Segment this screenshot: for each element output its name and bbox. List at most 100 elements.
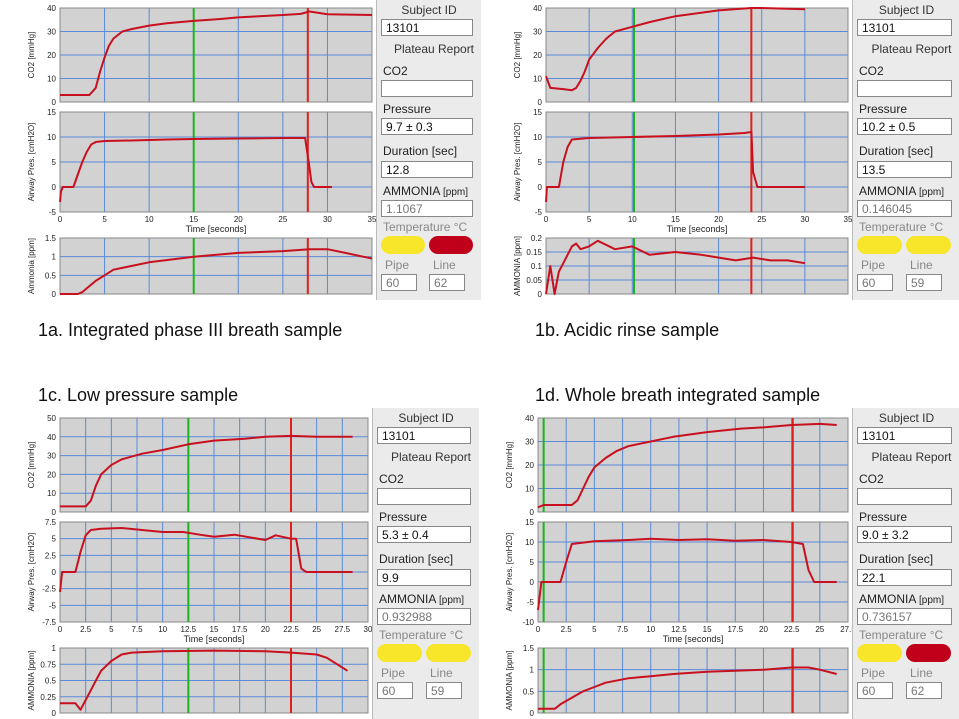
1b-pres-ytick-label: 0 (538, 183, 543, 192)
1c-pres-xtick-label: 5 (109, 625, 114, 634)
line-temp-indicator (906, 236, 951, 254)
1a-pres-frame (59, 111, 373, 213)
subject-id-label: Subject ID (398, 411, 454, 425)
1a-co2-frame (59, 7, 373, 103)
1a-pres-xtick-label: 35 (368, 215, 376, 224)
1a-pres-xtick-label: 5 (102, 215, 107, 224)
subject-id-field[interactable]: 13101 (857, 427, 952, 444)
1b-pres-ytick-label: 15 (533, 108, 542, 117)
1d-pres-xlabel: Time [seconds] (663, 634, 724, 644)
co2-value (857, 80, 952, 97)
1d-pres-xtick-label: 17.5 (727, 625, 743, 634)
1d-pres-ytick-label: 15 (525, 518, 534, 527)
line-temp-value: 59 (426, 682, 462, 699)
1c-amm-frame (59, 647, 369, 714)
pipe-temp-value: 60 (377, 682, 413, 699)
1b-pres-xtick-label: 10 (628, 215, 637, 224)
line-temp-indicator (426, 644, 471, 662)
ammonia-unit: [ppm] (919, 595, 945, 606)
1a-co2-ytick-label: 30 (47, 28, 56, 37)
subject-id-field[interactable]: 13101 (381, 19, 473, 36)
1d-amm-frame (537, 647, 849, 714)
1d-pres-ytick-label: 10 (525, 538, 534, 547)
1a-pres-xtick-label: 15 (189, 215, 198, 224)
1d-pres-xtick-label: 15 (703, 625, 712, 634)
ammonia-label-row: AMMONIA [ppm] (379, 592, 464, 606)
pipe-temp-indicator (857, 644, 902, 662)
pipe-temp-indicator (857, 236, 902, 254)
1c-pres-frame (59, 521, 369, 623)
1c-pres-trace (59, 527, 353, 593)
duration-label: Duration [sec] (379, 552, 454, 566)
1b-amm-frame (545, 237, 849, 295)
1c-amm-ylabel: AMMONIA [ppm] (27, 650, 36, 710)
1a-pres-trace (59, 137, 332, 203)
panel-1c: 0 10 20 30 40 50 CO2 [mmHg] -7.5 -5 -2.5 0 2.5 5 7.5 A… (0, 408, 479, 719)
1d-pres-xtick-label: 5 (592, 625, 597, 634)
1d-pres-ytick-label: 5 (530, 558, 535, 567)
1a-co2-trace (60, 10, 373, 96)
co2-label: CO2 (859, 64, 884, 78)
ammonia-value: 0.146045 (857, 200, 952, 217)
1b-pres-xtick-label: 20 (714, 215, 723, 224)
pipe-label: Pipe (861, 666, 886, 680)
1c-pres-ytick-label: -5 (49, 601, 57, 610)
1a-pres-ytick-label: 10 (47, 133, 56, 142)
1b-pres-trace (545, 131, 805, 203)
1d-pres-plot-area (538, 522, 848, 622)
side-panel-1d: Subject ID 13101 Plateau Report CO2 Pressure… (852, 408, 959, 719)
1b-pres-ytick-label: -5 (535, 208, 543, 217)
duration-label: Duration [sec] (859, 144, 934, 158)
1a-pres-xlabel: Time [seconds] (186, 224, 247, 234)
side-panel-1c: Subject ID 13101 Plateau Report CO2 Pressure… (372, 408, 479, 719)
1b-amm-ytick-label: 0.1 (531, 262, 543, 271)
caption-1d: 1d. Whole breath integrated sample (535, 385, 821, 405)
1d-amm-ytick-label: 0 (530, 709, 535, 718)
caption-1a: 1a. Integrated phase III breath sample (38, 320, 343, 340)
1d-co2-trace (537, 422, 837, 509)
1c-pres-xtick-label: 15 (210, 625, 219, 634)
1d-pres-xtick-label: 7.5 (617, 625, 629, 634)
1d-pres-ytick-label: -10 (522, 618, 534, 627)
1c-amm-ytick-label: 1 (52, 644, 57, 653)
line-label: Line (430, 666, 453, 680)
pipe-temp-value: 60 (857, 682, 893, 699)
line-temp-indicator (906, 644, 951, 662)
1c-co2-ytick-label: 30 (47, 452, 56, 461)
1a-pres-ytick-label: 15 (47, 108, 56, 117)
1a-pres-xtick-label: 10 (145, 215, 154, 224)
pipe-label: Pipe (861, 258, 886, 272)
subject-id-label: Subject ID (878, 3, 935, 17)
pressure-value: 10.2 ± 0.5 (857, 118, 952, 135)
1c-amm-ytick-label: 0 (52, 709, 57, 718)
subject-id-label: Subject ID (401, 3, 457, 17)
plateau-report-header: Plateau Report (390, 450, 472, 464)
1a-amm-ytick-label: 0 (52, 290, 57, 299)
1d-amm-ytick-label: 1.5 (523, 644, 535, 653)
pressure-value: 5.3 ± 0.4 (377, 526, 471, 543)
pressure-value: 9.0 ± 3.2 (857, 526, 952, 543)
1c-pres-xtick-label: 25 (312, 625, 321, 634)
ammonia-label: AMMONIA (859, 592, 916, 606)
1c-pres-ylabel: Airway Pres. [cmH2O] (27, 533, 36, 612)
subject-id-field[interactable]: 13101 (377, 427, 471, 444)
1c-co2-ytick-label: 40 (47, 433, 56, 442)
plateau-report-header: Plateau Report (871, 450, 952, 464)
1a-pres-ytick-label: -5 (49, 208, 57, 217)
pipe-label: Pipe (385, 258, 410, 272)
subject-id-field[interactable]: 13101 (857, 19, 952, 36)
caption-1b: 1b. Acidic rinse sample (535, 320, 720, 340)
1a-co2-ytick-label: 0 (52, 98, 57, 107)
1d-co2-ytick-label: 40 (525, 414, 534, 423)
1a-amm-plot-area (60, 238, 372, 294)
line-temp-value: 59 (906, 274, 942, 291)
ammonia-label: AMMONIA (383, 184, 440, 198)
1c-co2-ytick-label: 20 (47, 470, 56, 479)
co2-value (381, 80, 473, 97)
ammonia-unit: [ppm] (919, 187, 945, 198)
pipe-temp-value: 60 (857, 274, 893, 291)
side-panel-1b: Subject ID 13101 Plateau Report CO2 Pressure… (852, 0, 959, 300)
1d-pres-xtick-label: 0 (536, 625, 541, 634)
1d-amm-trace (538, 666, 837, 710)
